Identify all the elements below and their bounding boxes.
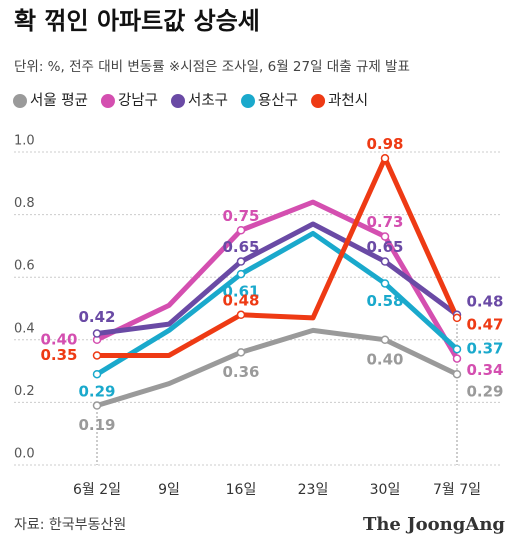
point <box>380 335 390 345</box>
y-tick-label: 1.0 <box>14 134 35 149</box>
point <box>380 279 390 288</box>
data-label: 0.48 <box>222 291 259 309</box>
y-tick-label: 0.0 <box>14 447 35 462</box>
data-label: 0.98 <box>366 135 403 153</box>
point <box>452 369 462 379</box>
x-tick-label: 6월 2일 <box>73 482 121 498</box>
point <box>380 232 390 241</box>
data-label: 0.61 <box>222 283 259 301</box>
legend-label: 강남구 <box>118 92 158 109</box>
data-label: 0.37 <box>466 340 503 358</box>
x-tick-label: 23일 <box>298 482 329 498</box>
chart-title: 확 꺾인 아파트값 상승세 <box>14 7 260 35</box>
point <box>380 257 390 266</box>
data-label: 0.47 <box>466 315 503 333</box>
data-label: 0.35 <box>40 346 77 364</box>
y-tick-label: 0.8 <box>14 196 35 211</box>
brand: The JoongAng <box>363 514 505 535</box>
point <box>452 313 462 323</box>
data-label: 0.40 <box>40 330 77 348</box>
data-label: 0.75 <box>222 207 259 225</box>
legend-label: 서초구 <box>188 92 228 109</box>
x-tick-label: 16일 <box>226 482 257 498</box>
legend-label: 서울 평균 <box>30 92 88 109</box>
point <box>236 310 246 320</box>
point <box>92 329 102 338</box>
point <box>236 257 246 266</box>
point <box>452 344 462 354</box>
series-line <box>96 327 459 408</box>
legend-swatch <box>13 94 27 108</box>
y-tick-label: 0.6 <box>14 259 35 274</box>
y-tick-label: 0.4 <box>14 321 35 336</box>
point <box>380 154 390 163</box>
data-label: 0.48 <box>466 292 503 310</box>
point <box>92 401 102 410</box>
source: 자료: 한국부동산원 <box>14 517 126 533</box>
series-line <box>97 155 460 358</box>
data-label: 0.19 <box>78 416 115 434</box>
point <box>236 226 246 235</box>
point <box>236 348 246 357</box>
data-label: 0.29 <box>466 383 503 401</box>
legend-swatch <box>100 94 115 108</box>
series-line <box>96 221 459 337</box>
data-label: 0.65 <box>366 238 403 256</box>
point <box>92 369 102 379</box>
legend-label: 용산구 <box>258 92 298 109</box>
legend-swatch <box>241 94 256 108</box>
data-label: 0.34 <box>466 361 503 379</box>
chart-subtitle: 단위: %, 전주 대비 변동률 ※시점은 조사일, 6월 27일 대출 규제 … <box>14 59 410 75</box>
y-tick-label: 0.2 <box>14 384 35 399</box>
x-tick-label: 9일 <box>158 482 180 498</box>
point <box>452 354 462 363</box>
data-label: 0.40 <box>366 350 403 368</box>
legend-label: 과천시 <box>328 92 368 109</box>
point <box>236 269 246 279</box>
data-label: 0.58 <box>366 292 403 310</box>
x-tick-label: 7월 7일 <box>433 482 481 498</box>
data-label: 0.42 <box>78 308 115 326</box>
data-label: 0.65 <box>222 238 259 256</box>
legend-swatch <box>311 94 326 108</box>
data-label: 0.36 <box>222 363 259 381</box>
data-label: 0.73 <box>366 213 403 231</box>
series-line <box>95 199 460 360</box>
x-tick-label: 30일 <box>370 482 401 498</box>
data-label: 0.29 <box>78 383 115 401</box>
series-line <box>95 230 459 377</box>
point <box>92 351 102 360</box>
legend-swatch <box>171 94 185 108</box>
